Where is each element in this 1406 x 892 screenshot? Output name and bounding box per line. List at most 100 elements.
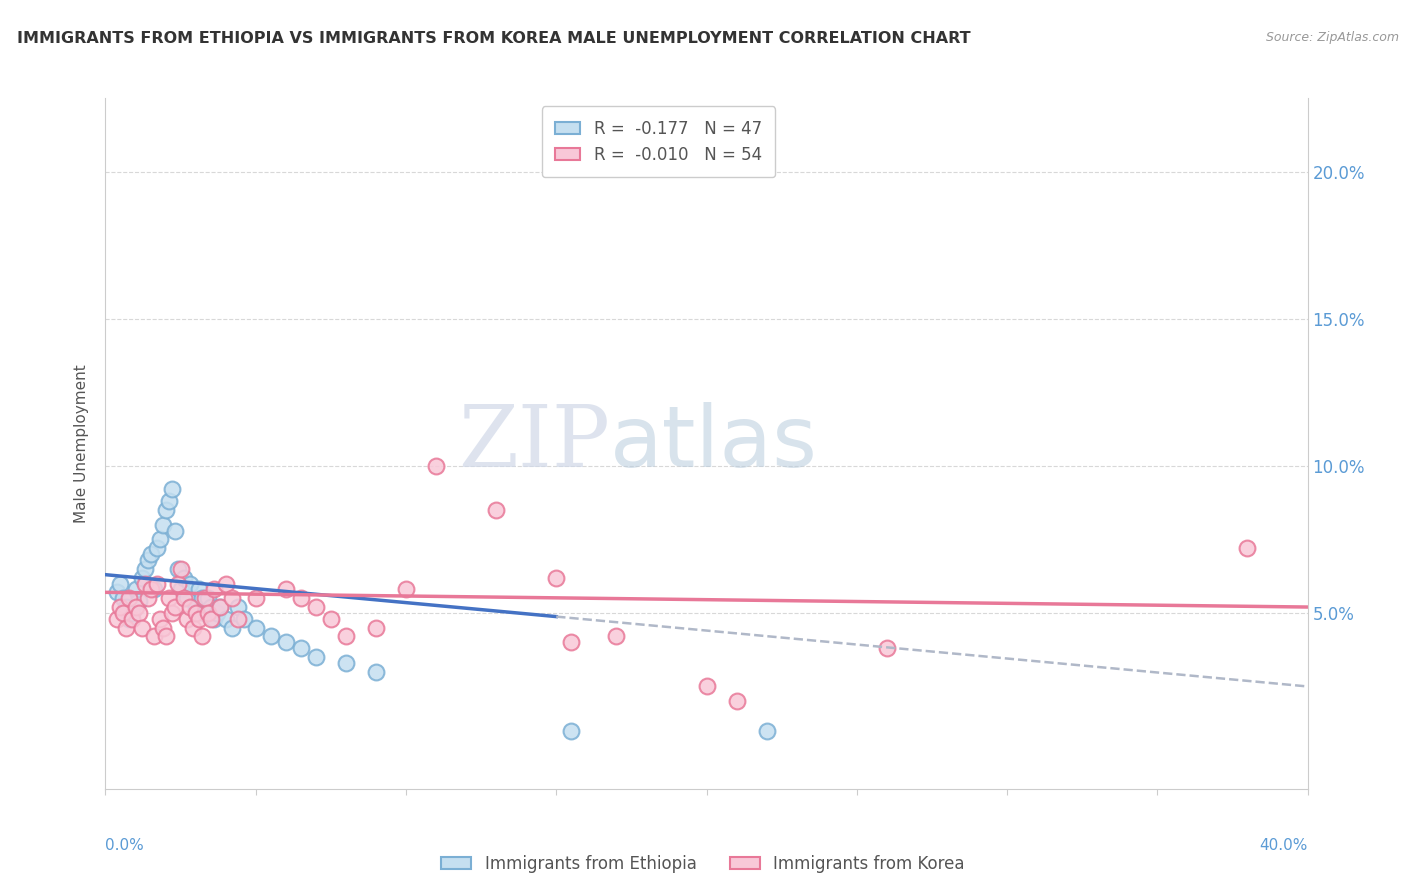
Point	[214, 612, 236, 626]
Point	[190, 630, 212, 644]
Point	[124, 600, 146, 615]
Point	[335, 630, 357, 644]
Point	[226, 612, 249, 626]
Point	[194, 591, 217, 606]
Point	[181, 621, 204, 635]
Point	[200, 612, 222, 626]
Legend: R =  -0.177   N = 47, R =  -0.010   N = 54: R = -0.177 N = 47, R = -0.010 N = 54	[541, 106, 775, 178]
Point	[112, 606, 135, 620]
Point	[128, 606, 150, 620]
Point	[142, 630, 165, 644]
Point	[546, 571, 568, 585]
Point	[134, 562, 156, 576]
Point	[121, 606, 143, 620]
Point	[184, 600, 207, 615]
Point	[112, 591, 135, 606]
Point	[725, 694, 748, 708]
Point	[560, 635, 582, 649]
Point	[179, 600, 201, 615]
Point	[163, 600, 186, 615]
Point	[136, 553, 159, 567]
Y-axis label: Male Unemployment: Male Unemployment	[75, 365, 90, 523]
Point	[245, 621, 267, 635]
Point	[221, 591, 243, 606]
Point	[876, 641, 898, 656]
Point	[221, 621, 243, 635]
Point	[395, 582, 418, 597]
Point	[166, 562, 188, 576]
Point	[173, 571, 195, 585]
Point	[155, 630, 177, 644]
Point	[425, 458, 447, 473]
Point	[115, 621, 138, 635]
Text: Source: ZipAtlas.com: Source: ZipAtlas.com	[1265, 31, 1399, 45]
Point	[148, 533, 170, 547]
Point	[136, 591, 159, 606]
Point	[290, 641, 312, 656]
Point	[145, 576, 167, 591]
Point	[128, 594, 150, 608]
Point	[208, 600, 231, 615]
Point	[197, 606, 219, 620]
Point	[245, 591, 267, 606]
Point	[176, 612, 198, 626]
Point	[131, 571, 153, 585]
Point	[364, 665, 387, 679]
Point	[139, 582, 162, 597]
Point	[110, 576, 132, 591]
Point	[160, 483, 183, 497]
Point	[176, 591, 198, 606]
Point	[194, 606, 217, 620]
Point	[131, 621, 153, 635]
Point	[110, 600, 132, 615]
Point	[232, 612, 254, 626]
Point	[157, 494, 180, 508]
Point	[148, 612, 170, 626]
Point	[118, 612, 141, 626]
Point	[364, 621, 387, 635]
Text: IMMIGRANTS FROM ETHIOPIA VS IMMIGRANTS FROM KOREA MALE UNEMPLOYMENT CORRELATION : IMMIGRANTS FROM ETHIOPIA VS IMMIGRANTS F…	[17, 31, 970, 46]
Point	[202, 612, 225, 626]
Point	[107, 585, 129, 599]
Point	[169, 582, 191, 597]
Point	[260, 630, 283, 644]
Point	[184, 606, 207, 620]
Point	[142, 582, 165, 597]
Point	[173, 591, 195, 606]
Point	[163, 524, 186, 538]
Point	[121, 612, 143, 626]
Point	[696, 680, 718, 694]
Text: 40.0%: 40.0%	[1260, 838, 1308, 853]
Point	[139, 547, 162, 561]
Point	[305, 650, 328, 665]
Point	[187, 612, 209, 626]
Point	[179, 576, 201, 591]
Point	[200, 600, 222, 615]
Point	[134, 576, 156, 591]
Point	[605, 630, 627, 644]
Point	[166, 576, 188, 591]
Point	[152, 517, 174, 532]
Point	[485, 503, 508, 517]
Point	[755, 723, 778, 738]
Point	[169, 562, 191, 576]
Point	[190, 591, 212, 606]
Point	[197, 591, 219, 606]
Point	[274, 635, 297, 649]
Point	[187, 582, 209, 597]
Point	[214, 576, 236, 591]
Point	[226, 600, 249, 615]
Point	[305, 600, 328, 615]
Point	[155, 503, 177, 517]
Point	[560, 723, 582, 738]
Point	[1236, 541, 1258, 556]
Point	[160, 606, 183, 620]
Text: atlas: atlas	[610, 402, 818, 485]
Point	[202, 582, 225, 597]
Text: 0.0%: 0.0%	[105, 838, 145, 853]
Point	[124, 582, 146, 597]
Point	[208, 600, 231, 615]
Point	[107, 612, 129, 626]
Point	[205, 606, 228, 620]
Legend: Immigrants from Ethiopia, Immigrants from Korea: Immigrants from Ethiopia, Immigrants fro…	[434, 848, 972, 880]
